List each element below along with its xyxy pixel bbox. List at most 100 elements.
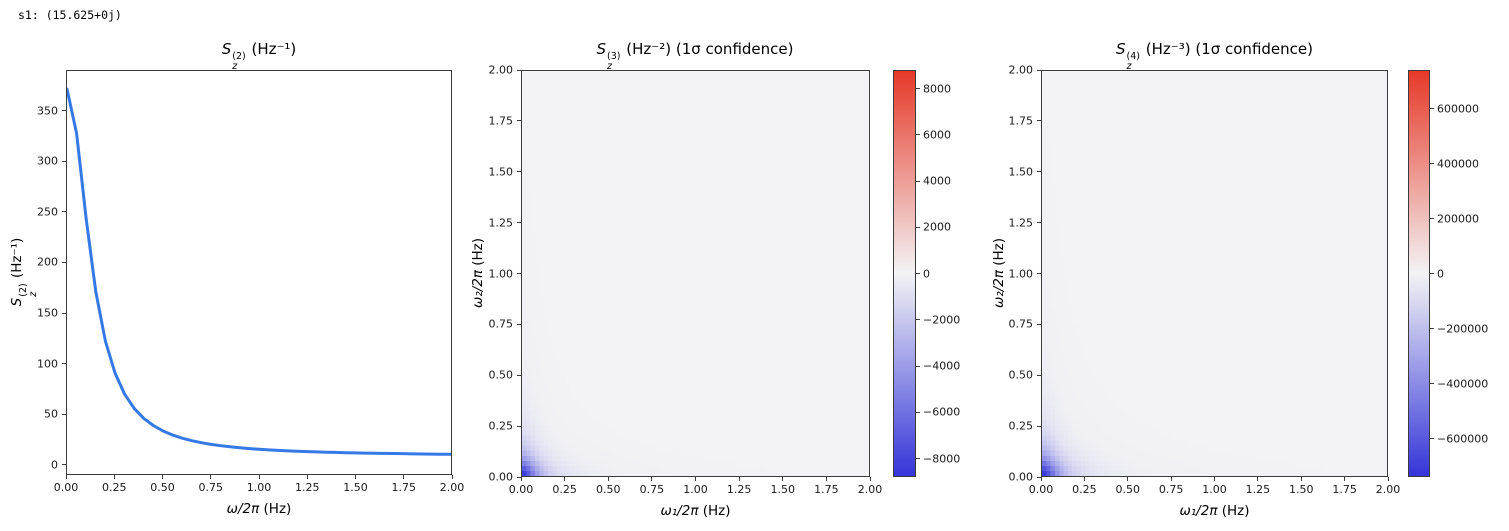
y-tick-mark	[62, 261, 66, 263]
x-tick-mark	[782, 477, 784, 481]
y-tick-label: 0.25	[1008, 419, 1034, 433]
s1-annotation: s1: (15.625+0j)	[18, 8, 122, 22]
x-tick-label: 1.25	[726, 483, 752, 496]
x-tick-mark	[162, 475, 163, 479]
colorbar-tick-label: −600000	[1437, 432, 1489, 445]
x-tick-mark	[355, 475, 356, 479]
line-series-s2	[67, 87, 451, 456]
x-tick-mark	[1214, 477, 1215, 481]
x-tick-mark	[1083, 477, 1085, 481]
y-tick-label: 1.50	[1008, 165, 1034, 179]
y-tick-label: 1.00	[488, 267, 514, 280]
x-tick-label: 0.75	[1158, 483, 1184, 496]
colorbar-tick-mark	[916, 88, 920, 89]
y-tick-label: 1.25	[1008, 216, 1034, 230]
y-tick-mark	[1037, 120, 1041, 122]
x-tick-label: 1.75	[814, 483, 839, 496]
x-tick-label: 1.75	[1332, 483, 1357, 496]
colorbar-tick-mark	[916, 458, 920, 459]
x-tick-mark	[210, 475, 212, 479]
y-tick-mark	[517, 425, 521, 427]
colorbar-tick-label: 8000	[923, 82, 951, 95]
x-tick-mark	[113, 475, 115, 479]
heatmap-canvas-s4	[1042, 71, 1387, 476]
y-tick-mark	[1037, 476, 1041, 478]
y-tick-mark	[517, 171, 521, 173]
colorbar-tick-label: 400000	[1437, 157, 1479, 170]
x-tick-mark	[65, 475, 67, 479]
x-tick-mark	[1040, 477, 1042, 481]
y-tick-label: 350	[37, 104, 58, 117]
x-tick-label: 2.00	[439, 481, 465, 494]
y-tick-mark	[1037, 69, 1041, 71]
x-tick-mark	[1344, 477, 1346, 481]
colorbar-tick-mark	[916, 273, 920, 274]
plot-area-s2	[66, 70, 452, 475]
x-tick-label: 0.50	[596, 483, 621, 496]
x-tick-label: 0.25	[102, 481, 127, 494]
y-tick-label: 0.50	[488, 368, 514, 382]
y-tick-label: 50	[44, 407, 58, 421]
x-tick-mark	[520, 477, 522, 481]
colorbar-tick-mark	[916, 365, 920, 367]
y-tick-mark	[62, 413, 66, 415]
plot-title-s4: S (4) z (Hz⁻³) (1σ confidence)	[1116, 40, 1313, 72]
colorbar-s3	[893, 70, 916, 477]
y-tick-mark	[1037, 222, 1041, 224]
plot-area-s4	[1041, 70, 1388, 477]
x-tick-label: 0.75	[198, 481, 224, 494]
x-tick-mark	[1127, 477, 1129, 481]
x-tick-label: 0.50	[150, 481, 175, 494]
y-tick-mark	[62, 211, 66, 213]
x-tick-mark	[651, 477, 653, 481]
y-tick-label: 1.25	[488, 216, 514, 230]
y-tick-mark	[1037, 273, 1041, 274]
x-tick-mark	[1257, 477, 1259, 481]
x-axis-label-s3: ω₁/2π (Hz)	[660, 503, 731, 519]
x-tick-label: 1.25	[295, 481, 320, 494]
colorbar-tick-label: 2000	[923, 220, 951, 234]
y-tick-mark	[1037, 374, 1041, 376]
y-tick-mark	[517, 222, 521, 224]
x-tick-label: 1.50	[1289, 483, 1314, 496]
y-tick-label: 1.50	[488, 165, 514, 179]
x-tick-label: 1.75	[391, 481, 417, 494]
plot-title-s3: S (3) z (Hz⁻²) (1σ confidence)	[596, 40, 794, 72]
y-tick-label: 1.75	[1008, 114, 1034, 128]
y-tick-label: 300	[37, 154, 58, 168]
x-tick-mark	[403, 475, 405, 479]
colorbar-tick-mark	[1430, 218, 1434, 219]
colorbar-tick-mark	[1430, 438, 1434, 439]
colorbar-tick-label: 0	[1437, 267, 1444, 280]
y-tick-label: 0	[51, 458, 58, 472]
x-tick-label: 1.00	[1202, 483, 1227, 496]
x-tick-label: 1.00	[246, 481, 272, 494]
y-tick-mark	[517, 374, 521, 376]
colorbar-tick-label: 200000	[1437, 212, 1479, 225]
colorbar-s4	[1408, 70, 1430, 477]
y-tick-label: 0.75	[1008, 317, 1034, 331]
colorbar-tick-mark	[1430, 328, 1434, 329]
x-tick-label: 1.50	[343, 481, 368, 494]
colorbar-tick-label: −4000	[923, 359, 961, 373]
x-tick-label: 0.50	[1115, 483, 1141, 496]
y-tick-mark	[62, 464, 66, 466]
y-tick-label: 200	[37, 255, 58, 269]
y-tick-label: 0.75	[488, 317, 514, 331]
y-tick-mark	[517, 273, 521, 274]
x-tick-mark	[1387, 477, 1389, 481]
x-tick-label: 0.25	[1072, 483, 1097, 496]
x-tick-mark	[564, 477, 566, 481]
colorbar-tick-label: −2000	[923, 313, 961, 327]
x-tick-mark	[695, 477, 696, 481]
colorbar-tick-label: 600000	[1437, 102, 1479, 115]
x-tick-mark	[825, 477, 827, 481]
colorbar-tick-label: 6000	[923, 128, 951, 142]
x-tick-mark	[607, 477, 609, 481]
x-tick-label: 1.25	[1245, 483, 1271, 496]
colorbar-tick-mark	[1430, 108, 1434, 109]
y-tick-mark	[62, 160, 66, 162]
x-tick-label: 1.50	[770, 483, 796, 496]
colorbar-tick-mark	[916, 319, 920, 321]
